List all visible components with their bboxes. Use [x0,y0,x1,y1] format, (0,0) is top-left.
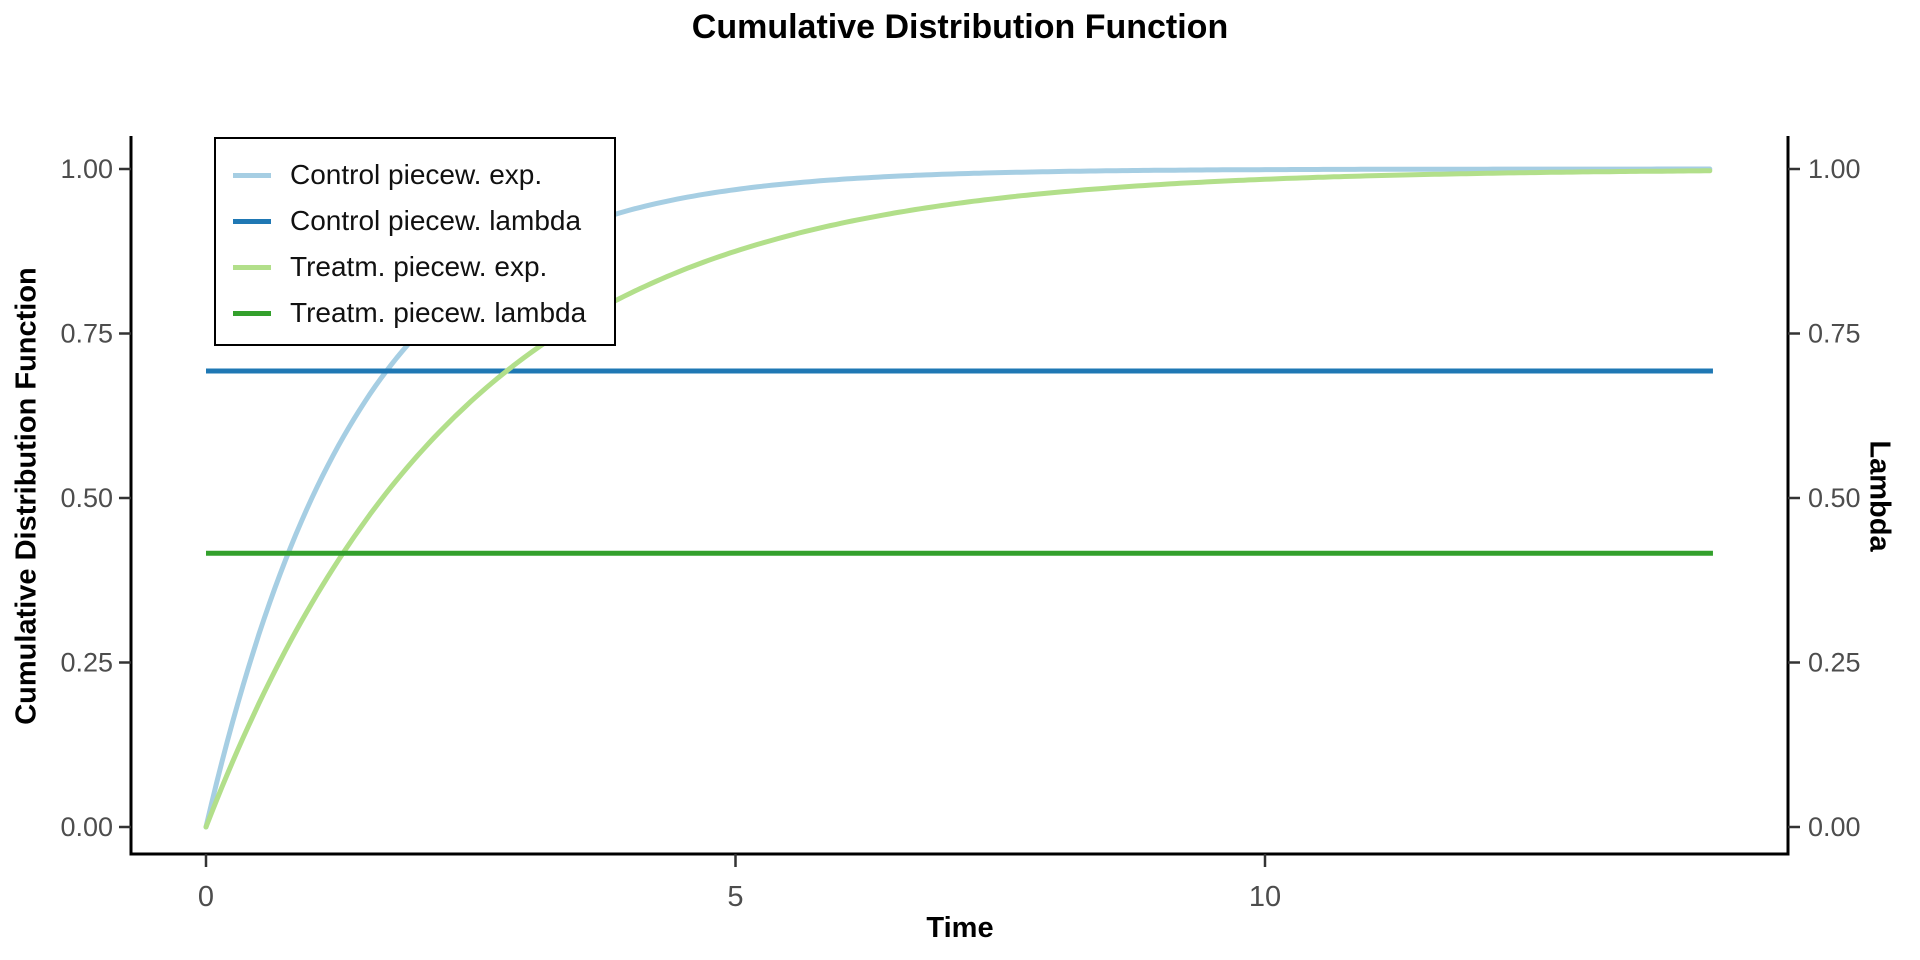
legend-key-line [233,218,271,224]
left-y-tick-label: 1.00 [60,154,113,184]
legend-key-line [233,310,271,316]
right-y-tick-label: 0.75 [1808,319,1861,349]
left-y-tick-label: 0.50 [60,483,113,513]
right-y-tick-label: 0.50 [1808,483,1861,513]
x-tick-label: 0 [198,881,214,913]
right-y-axis-title: Lambda [1863,440,1896,552]
legend-item-label: Control piecew. exp. [290,159,543,190]
legend: Control piecew. exp. Control piecew. lam… [214,137,616,346]
left-y-tick-label: 0.00 [60,812,113,842]
legend-key-line [233,172,271,178]
left-y-tick-label: 0.25 [60,648,113,678]
chart-title: Cumulative Distribution Function [691,8,1229,46]
right-y-tick-label: 0.25 [1808,648,1861,678]
cdf-curve [203,168,1713,830]
left-y-tick-label: 0.75 [60,319,113,349]
legend-item: Control piecew. exp. [216,152,614,198]
right-y-tick-label: 1.00 [1808,154,1861,184]
legend-item-label: Control piecew. lambda [290,205,582,236]
legend-item-label: Treatm. piecew. exp. [290,251,548,282]
legend-item-label: Treatm. piecew. lambda [290,297,587,328]
legend-item: Treatm. piecew. lambda [216,290,614,336]
legend-item: Treatm. piecew. exp. [216,244,614,290]
x-tick-label: 10 [1249,881,1281,913]
right-y-tick-label: 0.00 [1808,812,1861,842]
x-axis-title: Time [926,912,994,944]
x-tick-label: 5 [727,881,743,913]
legend-key-line [233,264,271,270]
left-y-axis-title: Cumulative Distribution Function [10,267,43,725]
legend-item: Control piecew. lambda [216,198,614,244]
